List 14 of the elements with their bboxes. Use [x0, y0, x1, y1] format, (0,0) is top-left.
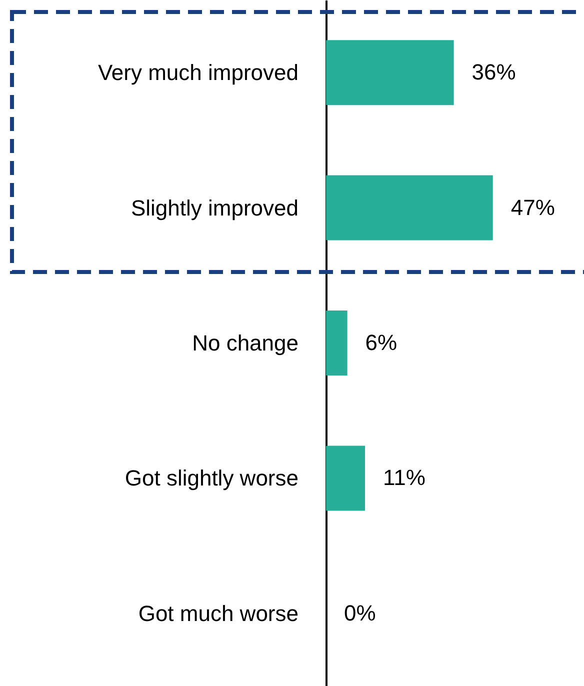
y-tick-label: Got much worse [138, 600, 298, 626]
y-tick-label: Got slightly worse [124, 466, 298, 491]
bar [326, 446, 366, 511]
y-tick-label: Slightly improved [130, 195, 298, 220]
bar [326, 40, 454, 106]
data-label: 0% [344, 600, 376, 626]
data-label: 36% [472, 60, 516, 85]
data-label: 11% [383, 465, 426, 490]
bar [326, 175, 493, 240]
data-label: 6% [365, 330, 398, 355]
y-tick-label: No change [192, 330, 298, 356]
data-label: 47% [510, 194, 555, 220]
y-tick-label: Very much improved [98, 60, 298, 86]
bar [326, 310, 348, 376]
